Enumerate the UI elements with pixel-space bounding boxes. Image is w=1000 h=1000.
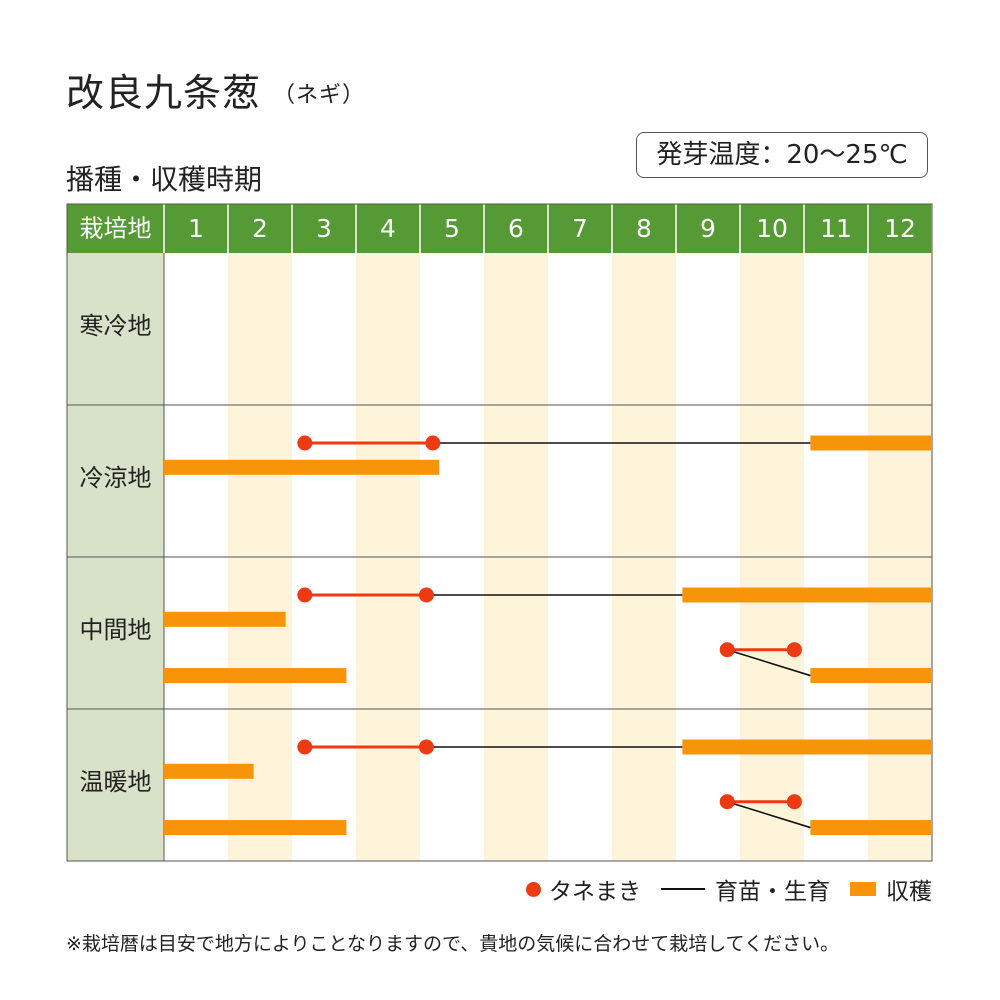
- month-label-6: 6: [508, 214, 524, 243]
- legend-harvest: 収穫: [850, 872, 932, 906]
- sowing-dot: [786, 642, 802, 658]
- harvest-bar: [810, 435, 932, 451]
- harvest-bar: [810, 668, 932, 684]
- sowing-dot: [719, 794, 735, 810]
- sowing-dot: [418, 739, 434, 755]
- region-label: 冷涼地: [80, 464, 152, 492]
- month-label-11: 11: [820, 214, 852, 243]
- region-label: 中間地: [80, 616, 152, 644]
- region-label: 寒冷地: [80, 312, 152, 340]
- title-main: 改良九条葱: [66, 71, 262, 115]
- germination-temperature-badge: 発芽温度：20～25℃: [636, 132, 928, 178]
- legend: タネまき 育苗・生育 収穫: [506, 872, 932, 906]
- month-label-9: 9: [700, 214, 716, 243]
- region-label: 温暖地: [80, 768, 152, 796]
- footnote: ※栽培暦は目安で地方によりことなりますので、貴地の気候に合わせて栽培してください…: [66, 933, 840, 955]
- month-label-5: 5: [444, 214, 460, 243]
- growing-line: [726, 648, 811, 677]
- legend-sowing-label: タネまき: [549, 879, 641, 905]
- page-title: 改良九条葱 （ネギ）: [66, 62, 365, 117]
- legend-growing: 育苗・生育: [661, 872, 830, 906]
- sowing-dot: [786, 794, 802, 810]
- harvest-bar: [682, 739, 932, 755]
- sowing-dot: [719, 642, 735, 658]
- month-label-10: 10: [756, 214, 788, 243]
- harvest-bar-icon: [850, 882, 876, 896]
- month-label-3: 3: [316, 214, 332, 243]
- header-corner-label: 栽培地: [80, 215, 152, 243]
- title-sub: （ネギ）: [273, 83, 366, 108]
- month-label-2: 2: [252, 214, 268, 243]
- growing-line: [726, 800, 811, 829]
- header-bar: [67, 204, 932, 253]
- sowing-dot: [297, 435, 313, 451]
- harvest-bar: [810, 820, 932, 836]
- sowing-dot: [425, 435, 441, 451]
- legend-growing-label: 育苗・生育: [715, 879, 830, 905]
- sowing-dot-icon: [526, 881, 541, 897]
- growing-line-icon: [661, 887, 705, 891]
- sowing-dot: [297, 739, 313, 755]
- month-label-12: 12: [884, 214, 916, 243]
- legend-harvest-label: 収穫: [886, 879, 932, 905]
- legend-sowing: タネまき: [526, 872, 641, 906]
- chart-subtitle: 播種・収穫時期: [66, 163, 263, 196]
- sowing-dot: [418, 587, 434, 603]
- harvest-bar: [682, 587, 932, 603]
- month-label-4: 4: [380, 214, 396, 243]
- month-label-8: 8: [636, 214, 652, 243]
- harvest-bar: [164, 459, 440, 475]
- month-label-7: 7: [572, 214, 588, 243]
- sowing-dot: [297, 587, 313, 603]
- chart-border: [66, 203, 933, 862]
- harvest-bar: [164, 668, 347, 684]
- month-label-1: 1: [188, 214, 204, 243]
- harvest-bar: [164, 611, 286, 627]
- harvest-bar: [164, 820, 347, 836]
- harvest-bar: [164, 763, 254, 779]
